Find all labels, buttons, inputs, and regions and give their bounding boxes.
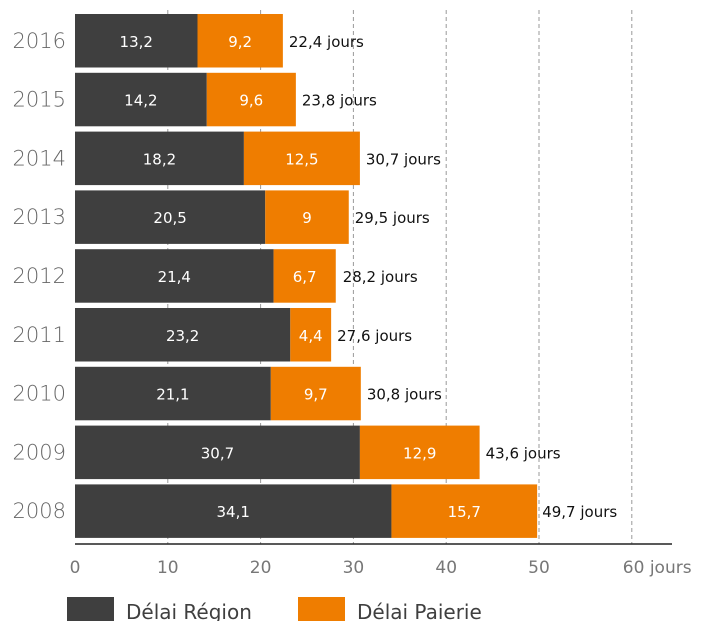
paierie-value-label: 12,5 xyxy=(285,150,318,168)
bar-row-2008: 2008 34,1 15,7 49,7 jours xyxy=(13,484,617,538)
legend-label: Délai Paierie xyxy=(357,600,482,621)
paierie-segment xyxy=(243,131,360,186)
region-value-label: 14,2 xyxy=(124,92,157,110)
paierie-value-label: 15,7 xyxy=(448,503,481,521)
total-label: 23,8 jours xyxy=(302,92,377,110)
x-axis: 0 10 20 30 40 50 60 jours xyxy=(70,543,692,578)
bar-row-2016: 2016 13,2 9,2 22,4 jours xyxy=(13,14,364,68)
x-tick-label: 10 xyxy=(157,558,179,578)
region-segment xyxy=(75,425,360,480)
paierie-value-label: 9,7 xyxy=(304,386,328,404)
category-label: 2016 xyxy=(13,29,66,53)
region-value-label: 21,4 xyxy=(158,268,191,286)
region-value-label: 34,1 xyxy=(217,503,250,521)
total-label: 29,5 jours xyxy=(355,209,430,227)
region-segment xyxy=(75,366,271,421)
legend-swatch xyxy=(298,597,345,621)
region-segment xyxy=(75,14,198,68)
bars: 2016 13,2 9,2 22,4 jours 2015 14,2 9,6 23,8 jou… xyxy=(13,14,617,538)
region-segment xyxy=(75,131,244,186)
x-tick-label: 50 xyxy=(528,558,550,578)
paierie-segment xyxy=(265,190,349,244)
paierie-segment xyxy=(290,308,332,362)
paierie-segment xyxy=(270,366,361,421)
total-label: 28,2 jours xyxy=(343,268,418,286)
paierie-segment xyxy=(391,484,538,538)
region-value-label: 30,7 xyxy=(201,444,234,462)
category-label: 2015 xyxy=(13,88,66,112)
total-label: 43,6 jours xyxy=(486,444,561,462)
category-label: 2011 xyxy=(13,323,66,347)
paierie-segment xyxy=(197,14,283,68)
paierie-segment xyxy=(206,72,296,127)
region-value-label: 23,2 xyxy=(166,327,199,345)
category-label: 2010 xyxy=(13,382,66,406)
bar-row-2013: 2013 20,5 9 29,5 jours xyxy=(13,190,430,244)
paierie-segment xyxy=(273,249,336,303)
x-tick-label: 30 xyxy=(343,558,365,578)
legend-swatch xyxy=(67,597,114,621)
bar-row-2009: 2009 30,7 12,9 43,6 jours xyxy=(13,425,561,480)
legend: Délai Région Délai Paierie xyxy=(67,597,482,621)
region-value-label: 21,1 xyxy=(156,386,189,404)
bar-row-2015: 2015 14,2 9,6 23,8 jours xyxy=(13,72,377,127)
total-label: 27,6 jours xyxy=(337,327,412,345)
total-label: 22,4 jours xyxy=(289,33,364,51)
category-label: 2014 xyxy=(13,146,66,170)
x-tick-label: 40 xyxy=(435,558,457,578)
total-label: 49,7 jours xyxy=(542,503,617,521)
bar-row-2014: 2014 18,2 12,5 30,7 jours xyxy=(13,131,441,186)
paierie-value-label: 9,6 xyxy=(239,92,263,110)
paierie-value-label: 4,4 xyxy=(299,327,323,345)
x-tick-label: 0 xyxy=(70,558,81,578)
bar-row-2011: 2011 23,2 4,4 27,6 jours xyxy=(13,308,412,362)
category-label: 2013 xyxy=(13,205,66,229)
legend-item-region: Délai Région xyxy=(67,597,252,621)
bar-row-2012: 2012 21,4 6,7 28,2 jours xyxy=(13,249,418,303)
x-tick-label: 20 xyxy=(250,558,272,578)
category-label: 2008 xyxy=(13,499,66,523)
legend-item-paierie: Délai Paierie xyxy=(298,597,482,621)
category-label: 2009 xyxy=(13,440,66,464)
paierie-value-label: 9 xyxy=(302,209,312,227)
legend-label: Délai Région xyxy=(126,600,252,621)
total-label: 30,8 jours xyxy=(367,386,442,404)
x-tick-label: 60 jours xyxy=(623,558,692,578)
region-segment xyxy=(75,249,274,303)
total-label: 30,7 jours xyxy=(366,150,441,168)
region-value-label: 20,5 xyxy=(153,209,186,227)
region-segment xyxy=(75,484,392,538)
paierie-segment xyxy=(359,425,480,480)
region-segment xyxy=(75,72,207,127)
region-segment xyxy=(75,190,266,244)
paierie-value-label: 6,7 xyxy=(293,268,317,286)
bar-row-2010: 2010 21,1 9,7 30,8 jours xyxy=(13,366,442,421)
region-value-label: 18,2 xyxy=(143,150,176,168)
region-value-label: 13,2 xyxy=(120,33,153,51)
paierie-value-label: 12,9 xyxy=(403,444,436,462)
paierie-value-label: 9,2 xyxy=(228,33,252,51)
category-label: 2012 xyxy=(13,264,66,288)
region-segment xyxy=(75,308,291,362)
